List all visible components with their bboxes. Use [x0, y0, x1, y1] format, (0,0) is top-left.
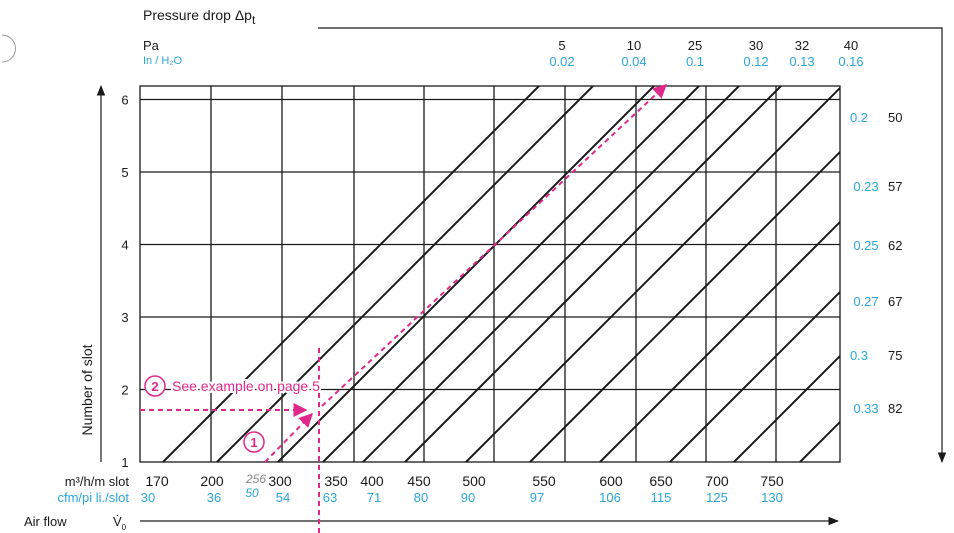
x-metric-tick-7: 550: [532, 473, 556, 489]
x-unit-metric: m³/h/m slot: [65, 474, 130, 489]
right-pa-tick-4: 75: [888, 348, 902, 363]
example-long-diagonal: [321, 84, 668, 407]
right-pa-tick-0: 50: [888, 110, 902, 125]
example-annotation: [140, 84, 668, 533]
right-inh2o-tick-5: 0.33: [853, 401, 878, 416]
x-metric-tick-2: 300: [268, 473, 292, 489]
y-tick-5: 5: [121, 165, 128, 180]
x-imperial-tick-6: 90: [461, 490, 475, 505]
pressure-line-8: [599, 220, 840, 462]
pressure-line-9: [669, 290, 840, 462]
top-pa-tick-0: 5: [558, 38, 565, 53]
pressure-line-5: [404, 86, 782, 462]
pressure-drop-lines: [162, 86, 840, 462]
x-metric-tick-8: 600: [599, 473, 623, 489]
pressure-line-4: [362, 86, 740, 462]
top-pa-tick-1: 10: [627, 38, 641, 53]
pressure-line-3: [322, 86, 700, 462]
right-pa-tick-2: 62: [888, 238, 902, 253]
x-metric-tick-9: 650: [649, 473, 673, 489]
y-axis-label: Number of slot: [79, 344, 95, 435]
top-pa-tick-4: 32: [795, 38, 809, 53]
step-2-number: 2: [151, 379, 158, 394]
right-pa-tick-5: 82: [888, 401, 902, 416]
top-inh2o-tick-0: 0.02: [549, 54, 574, 69]
y-tick-2: 2: [121, 383, 128, 398]
example-short-diagonal: [264, 412, 313, 463]
right-inh2o-tick-2: 0.25: [853, 238, 878, 253]
step-1-marker: 1: [243, 431, 265, 453]
x-imperial-tick-1: 36: [207, 490, 221, 505]
top-inh2o-tick-2: 0.1: [686, 54, 704, 69]
x-imperial-tick-3: 63: [323, 490, 337, 505]
top-pa-tick-3: 30: [749, 38, 763, 53]
pressure-line-0: [162, 86, 540, 462]
decorative-arc: [1, 34, 16, 63]
chart-title: Pressure drop Δpt: [143, 7, 256, 27]
step-2-marker: 2: [144, 375, 166, 397]
pressure-line-7: [529, 150, 840, 462]
y-tick-4: 4: [121, 238, 128, 253]
top-inh2o-tick-4: 0.13: [789, 54, 814, 69]
airflow-symbol: V̇0: [113, 514, 127, 532]
right-pa-tick-3: 67: [888, 294, 902, 309]
top-pa-tick-2: 25: [688, 38, 702, 53]
x-metric-tick-3: 350: [324, 473, 348, 489]
unit-pa-label: Pa: [143, 38, 160, 53]
right-inh2o-tick-0: 0.2: [850, 110, 868, 125]
x-imperial-tick-10: 125: [706, 490, 728, 505]
pressure-line-6: [465, 86, 840, 462]
y-axis-ticks: 1 2 3 4 5 6: [121, 93, 128, 471]
step-1-number: 1: [250, 435, 257, 450]
x-imperial-tick-8: 106: [599, 490, 621, 505]
x-metric-tick-11: 750: [760, 473, 784, 489]
example-label: See example on page 5: [172, 378, 320, 394]
pressure-line-2: [277, 86, 655, 462]
x-metric-tick-6: 500: [462, 473, 486, 489]
right-axis-ticks: 0.2 50 0.23 57 0.25 62 0.27 67 0.3 75 0.33 82: [850, 110, 903, 416]
top-inh2o-tick-5: 0.16: [838, 54, 863, 69]
x-unit-imperial: cfm/pi li./slot: [57, 490, 129, 505]
x-metric-tick-5: 450: [407, 473, 431, 489]
top-axis-ticks: 50.02 100.04 250.1 300.12 320.13 400.16: [549, 38, 863, 69]
grid-lines: [139, 85, 841, 463]
top-pa-tick-5: 40: [844, 38, 858, 53]
x-imperial-tick-0: 30: [141, 490, 155, 505]
unit-inh2o-label: In / H₂O: [143, 55, 183, 67]
x-metric-tick-4: 400: [360, 473, 384, 489]
right-inh2o-tick-3: 0.27: [853, 294, 878, 309]
plot-frame: [139, 85, 841, 463]
top-right-axis-line: [318, 27, 947, 464]
top-inh2o-tick-1: 0.04: [621, 54, 646, 69]
y-tick-3: 3: [121, 310, 128, 325]
x-imperial-tick-9: 115: [651, 490, 672, 505]
y-tick-1: 1: [121, 455, 128, 470]
right-pa-tick-1: 57: [888, 179, 902, 194]
x-metric-tick-10: 700: [705, 473, 729, 489]
x-imperial-tick-4: 71: [367, 490, 381, 505]
right-inh2o-tick-4: 0.3: [850, 348, 868, 363]
pressure-line-1: [216, 86, 594, 462]
x-metric-tick-0: 170: [145, 473, 169, 489]
example-flow-metric: 256: [245, 472, 266, 486]
x-metric-tick-1: 200: [200, 473, 224, 489]
y-tick-6: 6: [121, 93, 128, 108]
x-imperial-tick-5: 80: [414, 490, 428, 505]
x-imperial-tick-11: 130: [761, 490, 783, 505]
right-inh2o-tick-1: 0.23: [853, 179, 878, 194]
top-inh2o-tick-3: 0.12: [743, 54, 768, 69]
x-imperial-tick-7: 97: [530, 490, 544, 505]
x-imperial-tick-2: 54: [276, 490, 290, 505]
pressure-line-10: [733, 354, 840, 462]
example-flow-imperial: 50: [245, 486, 259, 500]
x-axis-label: Air flow: [24, 514, 67, 529]
